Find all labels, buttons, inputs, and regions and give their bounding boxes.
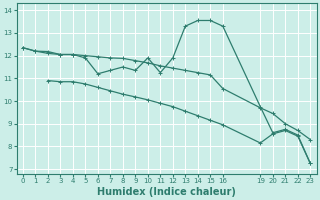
X-axis label: Humidex (Indice chaleur): Humidex (Indice chaleur) — [97, 187, 236, 197]
